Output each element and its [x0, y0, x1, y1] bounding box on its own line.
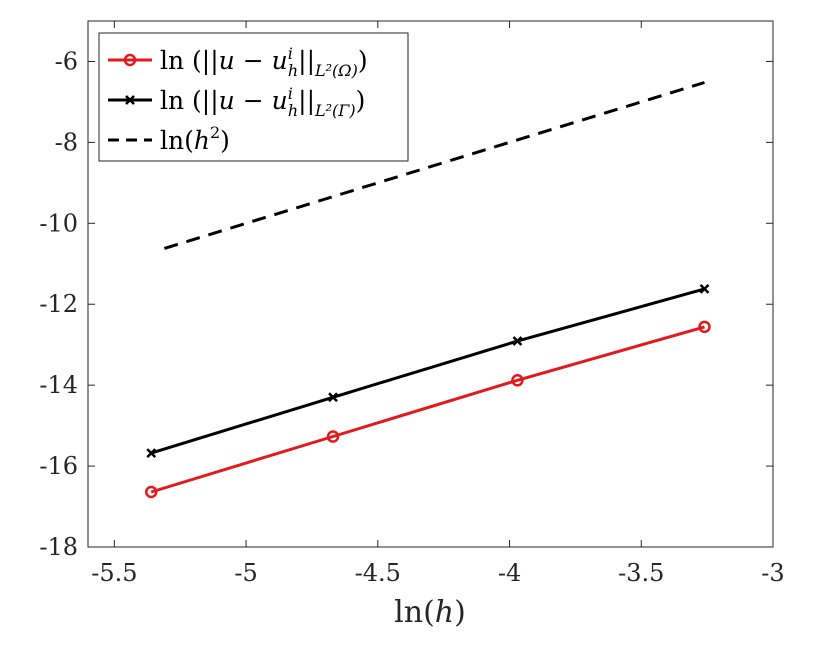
x-tick-label: -3 — [761, 559, 784, 587]
data-point-circle — [326, 430, 340, 443]
data-point-x — [512, 336, 523, 346]
legend-entry-l2-omega: ln (||u − ui h||L²(Ω)) — [108, 44, 368, 80]
legend-entry-h-squared: ln(h2) — [108, 123, 230, 155]
legend: ln (||u − ui h||L²(Ω)) ln (||u − ui h||L²(… — [98, 32, 409, 162]
y-tick-label: -14 — [39, 371, 78, 399]
y-tick-label: -10 — [39, 209, 78, 237]
y-tick-label: -12 — [39, 290, 78, 318]
x-tick-label: -4.5 — [355, 559, 401, 587]
ticks: -5.5 -5 -4.5 -4 -3.5 -3 -18 -16 -14 -12 -10 -8 -6 — [39, 21, 785, 587]
data-point-circle — [511, 374, 524, 387]
legend-label-h-squared: ln(h2) — [160, 123, 230, 155]
data-point-x — [328, 392, 338, 403]
x-tick-label: -3.5 — [618, 559, 664, 587]
x-tick-label: -4 — [498, 559, 521, 587]
y-tick-label: -16 — [39, 452, 78, 480]
y-tick-label: -8 — [55, 128, 78, 156]
series-line-1 — [150, 325, 705, 494]
legend-label-l2-omega: ln (||u − ui h||L²(Ω)) — [160, 44, 368, 80]
legend-label-l2-gamma: ln (||u − ui h||L²(Γ)) — [160, 84, 365, 120]
data-point-x — [146, 448, 157, 459]
series-line-3 — [163, 81, 705, 250]
y-tick-label: -6 — [55, 47, 78, 75]
data-point-circle — [698, 320, 711, 334]
series-line-2 — [150, 287, 705, 455]
data-point-circle — [144, 485, 158, 499]
legend-marker-x — [125, 95, 135, 105]
legend-marker-circle — [123, 53, 137, 67]
x-tick-label: -5 — [234, 559, 257, 587]
data-point-x — [699, 283, 710, 294]
x-tick-label: -5.5 — [91, 559, 137, 587]
x-axis-title: ln(h) — [394, 595, 466, 630]
series-layer — [144, 81, 711, 499]
legend-entry-l2-gamma: ln (||u − ui h||L²(Γ)) — [108, 84, 365, 120]
y-tick-label: -18 — [39, 533, 78, 561]
